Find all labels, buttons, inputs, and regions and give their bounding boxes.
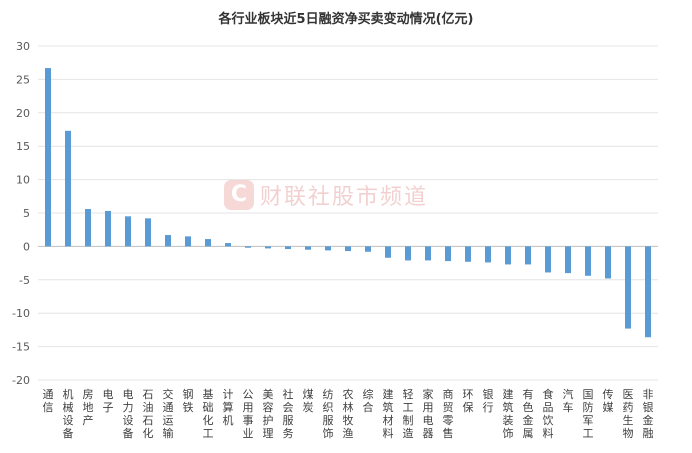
bar bbox=[245, 246, 251, 248]
x-tick-label: 医药生物 bbox=[623, 388, 634, 440]
x-tick-label: 综合 bbox=[363, 387, 374, 414]
x-tick-label: 基础化工 bbox=[203, 388, 214, 440]
bar bbox=[205, 239, 211, 247]
bar bbox=[125, 216, 131, 247]
y-tick-label: 30 bbox=[16, 40, 30, 53]
bar bbox=[305, 246, 311, 250]
x-tick-label: 非银金融 bbox=[643, 388, 654, 440]
x-tick-label: 公用事业 bbox=[243, 388, 254, 440]
x-tick-label: 家用电器 bbox=[423, 387, 434, 440]
x-tick-label: 轻工制造 bbox=[403, 387, 414, 440]
bar bbox=[325, 246, 331, 251]
x-tick-label: 建筑装饰 bbox=[503, 387, 514, 440]
x-tick-label: 机械设备 bbox=[63, 387, 74, 440]
bar bbox=[145, 218, 151, 247]
x-tick-label: 农林牧渔 bbox=[343, 387, 354, 440]
bar bbox=[605, 246, 611, 279]
bar bbox=[285, 246, 291, 250]
bar bbox=[485, 246, 491, 263]
y-tick-label: 15 bbox=[16, 140, 30, 153]
watermark-text: 财联社股市频道 bbox=[260, 185, 429, 210]
x-tick-label: 银行 bbox=[483, 387, 494, 414]
bar bbox=[345, 246, 351, 252]
x-tick-label: 电力设备 bbox=[123, 388, 134, 440]
bar bbox=[45, 68, 51, 247]
x-tick-label: 房地产 bbox=[83, 388, 94, 427]
x-tick-label: 交通运输 bbox=[163, 387, 174, 440]
x-tick-label: 建筑材料 bbox=[383, 387, 394, 440]
x-tick-label: 传媒 bbox=[603, 388, 614, 414]
x-tick-label: 石油石化 bbox=[143, 388, 154, 440]
y-tick-label: 20 bbox=[16, 107, 30, 120]
x-tick-label: 煤炭 bbox=[303, 388, 314, 414]
x-tick-label: 计算机 bbox=[223, 388, 234, 427]
y-tick-label: 5 bbox=[23, 207, 30, 220]
chart-title: 各行业板块近5日融资净买卖变动情况(亿元) bbox=[218, 12, 474, 27]
bar bbox=[525, 246, 531, 265]
bar bbox=[645, 246, 651, 338]
bar bbox=[85, 208, 91, 247]
y-tick-label: 0 bbox=[23, 240, 30, 253]
bar bbox=[65, 130, 71, 247]
x-tick-label: 有色金属 bbox=[523, 387, 534, 440]
y-tick-label: 25 bbox=[16, 73, 30, 86]
y-tick-label: -15 bbox=[12, 341, 30, 354]
bar bbox=[465, 246, 471, 262]
x-tick-label: 纺织服饰 bbox=[323, 387, 334, 440]
y-tick-label: -10 bbox=[12, 307, 30, 320]
x-tick-label: 社会服务 bbox=[283, 387, 294, 440]
bar bbox=[545, 246, 551, 273]
bar bbox=[185, 236, 191, 247]
bar bbox=[265, 246, 271, 249]
bar bbox=[565, 246, 571, 274]
x-tick-label: 通信 bbox=[43, 388, 54, 414]
y-tick-label: -5 bbox=[19, 274, 30, 287]
bar bbox=[425, 246, 431, 261]
bar bbox=[105, 210, 111, 247]
x-tick-label: 食品饮料 bbox=[543, 387, 554, 440]
x-tick-label: 电子 bbox=[103, 388, 114, 414]
watermark: C 财联社股市频道 bbox=[224, 178, 428, 212]
bar bbox=[385, 246, 391, 258]
x-tick-label: 美容护理 bbox=[263, 388, 274, 440]
bar bbox=[505, 246, 511, 265]
bar bbox=[585, 246, 591, 276]
bar bbox=[445, 246, 451, 262]
bar bbox=[165, 235, 171, 247]
x-tick-label: 商贸零售 bbox=[443, 387, 454, 440]
bar bbox=[625, 246, 631, 329]
y-tick-label: 10 bbox=[16, 174, 30, 187]
x-tick-label: 环保 bbox=[463, 388, 474, 414]
y-tick-label: -20 bbox=[12, 374, 30, 387]
x-tick-label: 钢铁 bbox=[183, 388, 194, 414]
bar bbox=[365, 246, 371, 252]
bar bbox=[405, 246, 411, 261]
watermark-logo-icon: C bbox=[224, 180, 254, 210]
x-tick-label: 汽车 bbox=[563, 387, 574, 414]
bar bbox=[225, 243, 231, 247]
x-tick-label: 国防军工 bbox=[583, 388, 594, 440]
